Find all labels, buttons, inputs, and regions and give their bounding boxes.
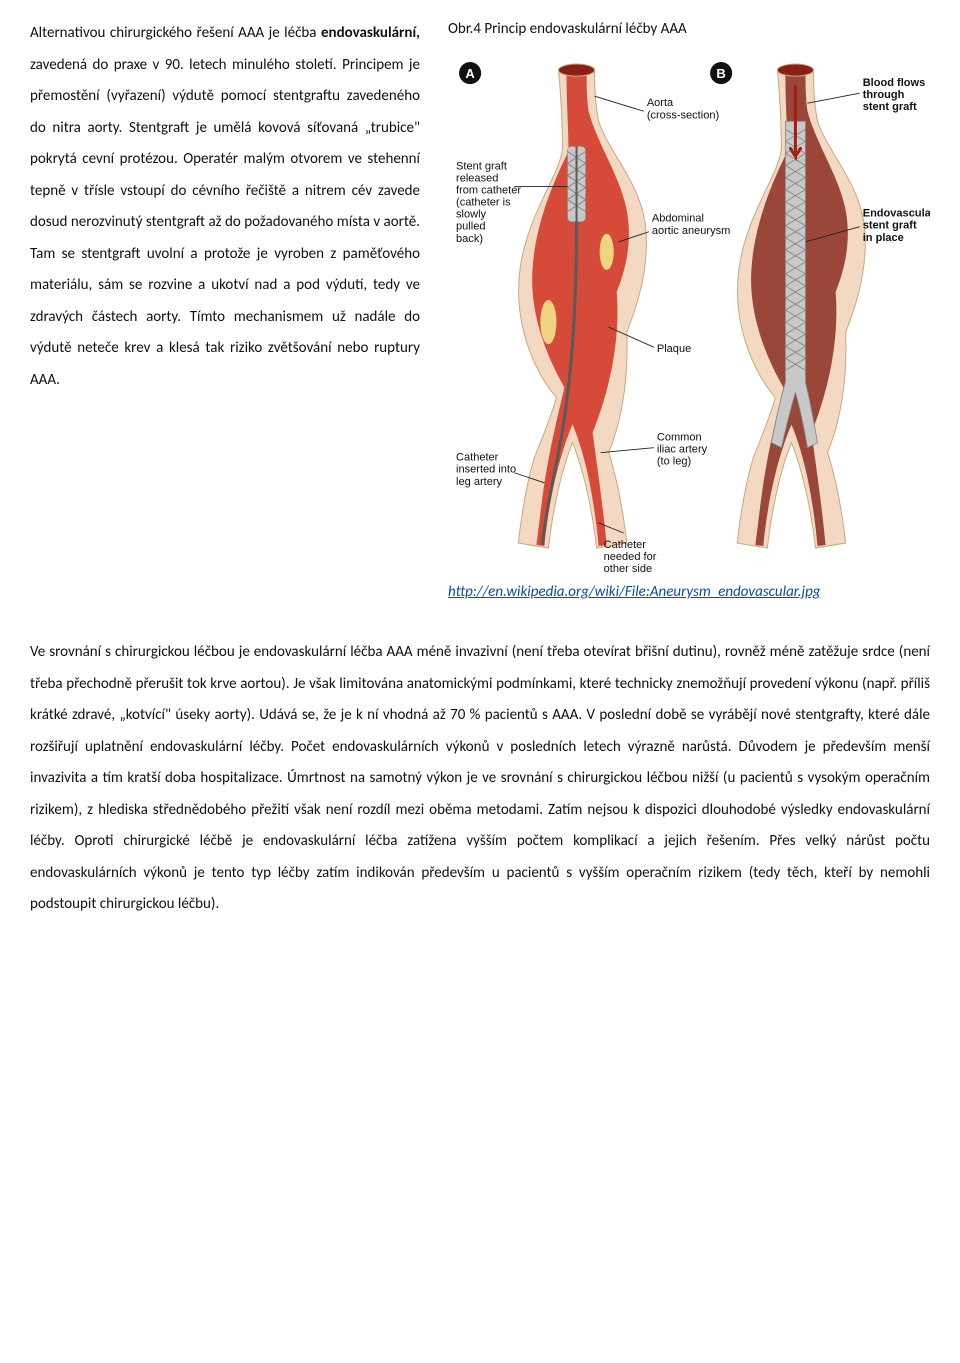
figure-wrap: A <box>448 51 930 604</box>
panel-a-plaque-2 <box>600 233 614 269</box>
left-para-pre: Alternativou chirurgického řešení AAA je… <box>30 24 321 42</box>
panel-a-aorta-cut <box>558 64 594 76</box>
figure-link-anchor[interactable]: http://en.wikipedia.org/wiki/File:Aneury… <box>448 583 821 601</box>
panel-a-plaque-1 <box>540 300 556 344</box>
panel-b-aorta-cut <box>777 64 813 76</box>
left-text-column: Alternativou chirurgického řešení AAA je… <box>30 18 420 603</box>
figure-link[interactable]: http://en.wikipedia.org/wiki/File:Aneury… <box>448 581 930 604</box>
marker-b-text: B <box>716 66 725 81</box>
left-para-post: zavedená do praxe v 90. letech minulého … <box>30 56 420 389</box>
two-column-layout: Alternativou chirurgického řešení AAA je… <box>30 18 930 603</box>
left-para-bold: endovaskulární, <box>321 24 420 42</box>
left-paragraph: Alternativou chirurgického řešení AAA je… <box>30 18 420 396</box>
marker-a-text: A <box>465 66 475 81</box>
aneurysm-diagram: A <box>448 51 930 573</box>
label-plaque: Plaque <box>657 343 691 355</box>
figure-caption: Obr.4 Princip endovaskulární léčby AAA <box>448 18 930 41</box>
right-figure-column: Obr.4 Princip endovaskulární léčby AAA A <box>448 18 930 603</box>
bottom-paragraph: Ve srovnání s chirurgickou léčbou je end… <box>30 637 930 921</box>
